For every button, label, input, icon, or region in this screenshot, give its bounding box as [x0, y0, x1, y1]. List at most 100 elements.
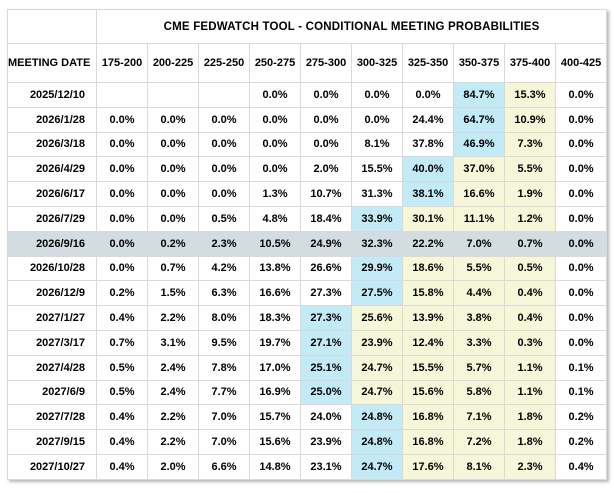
column-header-row: MEETING DATE 175-200 200-225 225-250 250-27…	[7, 43, 608, 83]
prob-cell: 0.1%	[554, 354, 608, 381]
table-row[interactable]: 2027/9/15 0.4% 2.2% 7.0% 15.6% 23.9% 24.8% 16.8…	[7, 429, 608, 455]
date-cell: 2027/4/28	[7, 354, 97, 381]
prob-cell: 7.0%	[198, 429, 250, 455]
prob-cell: 0.0%	[300, 82, 352, 108]
prob-cell: 1.5%	[147, 280, 199, 307]
prob-cell: 0.4%	[96, 305, 148, 331]
prob-cell: 0.0%	[147, 106, 199, 133]
prob-cell: 12.4%	[402, 329, 454, 356]
prob-cell: 22.2%	[402, 230, 454, 257]
date-cell: 2026/10/28	[7, 255, 97, 282]
prob-cell: 14.8%	[249, 453, 301, 480]
prob-cell: 16.6%	[453, 181, 505, 207]
date-cell: 2025/12/10	[7, 82, 97, 108]
prob-cell: 0.4%	[554, 453, 608, 480]
table-row[interactable]: 2026/12/9 0.2% 1.5% 6.3% 16.6% 27.3% 27.5% 15.8…	[7, 280, 608, 307]
column-header-325-350: 325-350	[402, 43, 454, 83]
prob-cell: 15.3%	[504, 82, 556, 108]
prob-cell: 0.5%	[198, 205, 250, 232]
prob-cell: 18.6%	[402, 255, 454, 282]
prob-cell: 5.8%	[453, 379, 505, 406]
prob-cell: 32.3%	[351, 230, 403, 257]
table-row[interactable]: 2027/4/28 0.5% 2.4% 7.8% 17.0% 25.1% 24.7% 15.5…	[7, 354, 608, 381]
date-cell: 2026/7/29	[7, 205, 97, 232]
prob-cell: 24.9%	[300, 230, 352, 257]
prob-cell: 0.1%	[554, 379, 608, 406]
prob-cell: 7.2%	[453, 429, 505, 455]
prob-cell: 0.2%	[554, 429, 608, 455]
table-row[interactable]: 2027/6/9 0.5% 2.4% 7.7% 16.9% 25.0% 24.7% 15.6%…	[7, 379, 608, 406]
prob-cell: 0.0%	[198, 156, 250, 183]
date-cell: 2027/6/9	[7, 379, 97, 406]
prob-cell: 24.7%	[351, 453, 403, 480]
prob-cell: 15.5%	[402, 354, 454, 381]
column-header-400-425: 400-425	[554, 43, 608, 83]
prob-cell: 0.0%	[300, 106, 352, 133]
date-cell: 2026/12/9	[7, 280, 97, 307]
table-row[interactable]: 2027/7/28 0.4% 2.2% 7.0% 15.7% 24.0% 24.8% 16.8…	[7, 404, 608, 431]
prob-cell: 0.0%	[198, 106, 250, 133]
prob-cell: 38.1%	[402, 181, 454, 207]
table-row[interactable]: 2027/1/27 0.4% 2.2% 8.0% 18.3% 27.3% 25.6% 13.9…	[7, 305, 608, 331]
prob-cell: 5.5%	[504, 156, 556, 183]
prob-cell: 3.8%	[453, 305, 505, 331]
title-row: CME FEDWATCH TOOL - CONDITIONAL MEETING …	[7, 9, 608, 44]
prob-cell: 0.7%	[504, 230, 556, 257]
prob-cell: 2.2%	[147, 404, 199, 431]
prob-cell: 0.0%	[351, 106, 403, 133]
table-row[interactable]: 2026/1/28 0.0% 0.0% 0.0% 0.0% 0.0% 0.0% 24.4% 64…	[7, 106, 608, 133]
prob-cell: 0.0%	[96, 131, 148, 158]
prob-cell: 17.0%	[249, 354, 301, 381]
prob-cell: 0.0%	[147, 205, 199, 232]
prob-cell: 0.4%	[504, 280, 556, 307]
table-row[interactable]: 2026/6/17 0.0% 0.0% 0.0% 1.3% 10.7% 31.3% 38.1%…	[7, 181, 608, 207]
date-cell: 2026/1/28	[7, 106, 97, 133]
prob-cell: 29.9%	[351, 255, 403, 282]
prob-cell: 24.8%	[351, 429, 403, 455]
table-row[interactable]: 2027/10/27 0.4% 2.0% 6.6% 14.8% 23.1% 24.7% 17.…	[7, 453, 608, 480]
prob-cell: 19.7%	[249, 329, 301, 356]
prob-cell: 4.2%	[198, 255, 250, 282]
prob-cell: 2.0%	[300, 156, 352, 183]
prob-cell: 0.0%	[554, 181, 608, 207]
prob-cell: 7.8%	[198, 354, 250, 381]
prob-cell: 15.6%	[402, 379, 454, 406]
prob-cell: 46.9%	[453, 131, 505, 158]
prob-cell: 7.7%	[198, 379, 250, 406]
table-row[interactable]: 2026/4/29 0.0% 0.0% 0.0% 0.0% 2.0% 15.5% 40.0% 3…	[7, 156, 608, 183]
prob-cell: 0.0%	[554, 82, 608, 108]
prob-cell: 0.0%	[96, 255, 148, 282]
prob-cell: 0.7%	[147, 255, 199, 282]
prob-cell: 1.9%	[504, 181, 556, 207]
prob-cell: 8.1%	[453, 453, 505, 480]
prob-cell: 7.3%	[504, 131, 556, 158]
date-cell: 2027/1/27	[7, 305, 97, 331]
table-row[interactable]: 2026/10/28 0.0% 0.7% 4.2% 13.8% 26.6% 29.9% 18.…	[7, 255, 608, 282]
table-row[interactable]: 2026/3/18 0.0% 0.0% 0.0% 0.0% 0.0% 8.1% 37.8% 46…	[7, 131, 608, 158]
table-row[interactable]: 2026/7/29 0.0% 0.0% 0.5% 4.8% 18.4% 33.9% 30.1%…	[7, 205, 608, 232]
prob-cell: 7.0%	[198, 404, 250, 431]
prob-cell: 25.1%	[300, 354, 352, 381]
prob-cell: 0.5%	[96, 379, 148, 406]
prob-cell: 2.2%	[147, 429, 199, 455]
table-row[interactable]: 2025/12/10 0.0% 0.0% 0.0% 0.0% 84.7% 15.3% 0.0%	[7, 82, 608, 108]
date-cell: 2026/6/17	[7, 181, 97, 207]
prob-cell: 10.7%	[300, 181, 352, 207]
prob-cell: 1.8%	[504, 404, 556, 431]
column-header-250-275: 250-275	[249, 43, 301, 83]
prob-cell: 27.3%	[300, 280, 352, 307]
table-row[interactable]: 2027/3/17 0.7% 3.1% 9.5% 19.7% 27.1% 23.9% 12.4…	[7, 329, 608, 356]
prob-cell: 26.6%	[300, 255, 352, 282]
meeting-date-header: MEETING DATE	[7, 43, 97, 83]
table-title: CME FEDWATCH TOOL - CONDITIONAL MEETING …	[95, 9, 608, 44]
table-row[interactable]: 2026/9/16 0.0% 0.2% 2.3% 10.5% 24.9% 32.3% 22.2…	[7, 230, 608, 257]
prob-cell: 1.1%	[504, 379, 556, 406]
prob-cell: 15.6%	[249, 429, 301, 455]
prob-cell: 0.0%	[198, 131, 250, 158]
column-header-175-200: 175-200	[96, 43, 148, 83]
prob-cell: 27.3%	[300, 305, 352, 331]
prob-cell: 0.0%	[554, 131, 608, 158]
prob-cell: 5.5%	[453, 255, 505, 282]
prob-cell: 0.3%	[504, 329, 556, 356]
prob-cell: 37.0%	[453, 156, 505, 183]
